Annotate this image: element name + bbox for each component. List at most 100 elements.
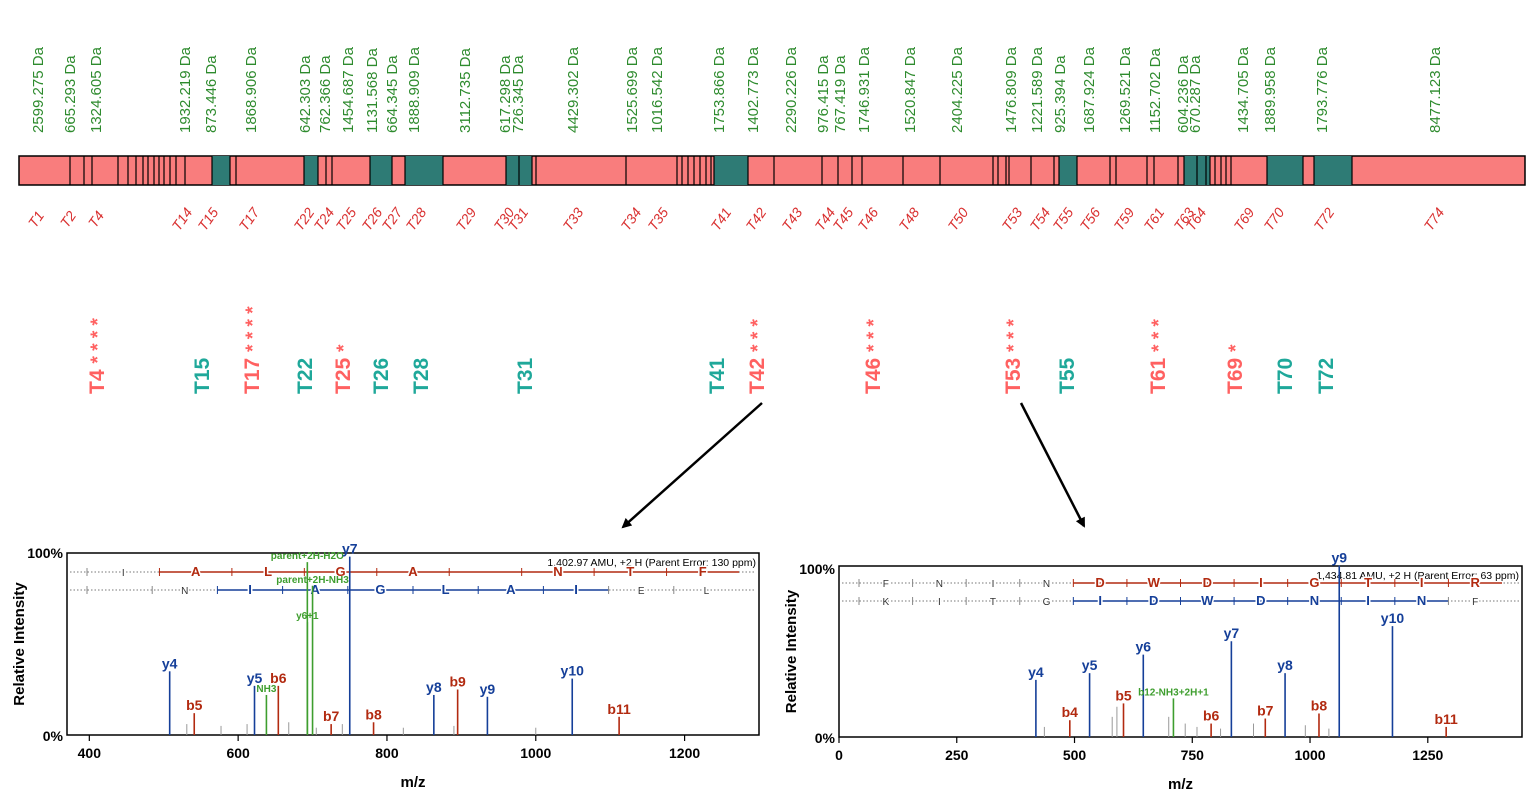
highlighted-peptide-label: T4 * * * *	[86, 317, 109, 394]
peptide-mass-labels: 2599.275 Da 665.293 Da 1324.605 Da 1932.219…	[30, 46, 1444, 133]
highlighted-peptide-label: T25 *	[332, 344, 355, 394]
peak-label: b8	[1311, 697, 1328, 713]
peptide-label: T45	[829, 204, 856, 233]
x-tick-label: 500	[1063, 747, 1087, 763]
x-tick-label: 0	[835, 747, 843, 763]
peptide-label: T17	[235, 204, 263, 234]
sequence-residue: G	[375, 582, 385, 597]
highlighted-peptide-label: T72	[1315, 358, 1338, 394]
peak-label: y10	[561, 663, 585, 679]
highlighted-peptide-id: T15	[191, 357, 214, 394]
sequence-residue: I	[1420, 575, 1424, 590]
peptide-label: T2	[57, 208, 80, 231]
peptide-label: T56	[1076, 204, 1103, 233]
peak-label: b7	[1257, 703, 1274, 719]
arrow-to-right-spectrum	[1019, 402, 1086, 528]
highlighted-peptide-label: T15	[191, 357, 214, 394]
peptide-mass-label: 604.236 Da	[1175, 55, 1192, 133]
peptide-label: T61	[1140, 205, 1167, 234]
peak-label: y4	[162, 655, 178, 671]
highlighted-peptide-id: T22	[294, 358, 317, 394]
x-tick-label: 800	[375, 745, 399, 761]
peak-label: y7	[1224, 625, 1240, 641]
x-tick-label: 1000	[1294, 747, 1325, 763]
highlighted-peptide-label: T53 * * *	[1002, 318, 1025, 394]
significance-stars: *	[1226, 344, 1247, 352]
peptide-mass-label: 642.303 Da	[297, 55, 314, 133]
ms-spectrum-left: 100% 0% Relative Intensity 400 600 800 1000 120…	[11, 541, 760, 791]
peptide-mass-label: 2404.225 Da	[949, 46, 966, 133]
peptide-label: T59	[1110, 204, 1137, 233]
peak-label: parent+2H-H2O	[271, 551, 344, 562]
peptide-mass-label: 1888.909 Da	[406, 46, 423, 133]
peptide-label: T53	[998, 204, 1025, 233]
peak-label: b7	[323, 708, 340, 724]
highlighted-peptide-id: T41	[706, 357, 729, 394]
sequence-residue: A	[506, 582, 516, 597]
peak-label: b8	[365, 706, 382, 722]
sequence-residue: T	[990, 597, 996, 608]
peptide-label: T1	[25, 208, 47, 231]
peptide-mass-label: 1889.958 Da	[1262, 46, 1279, 133]
peak-label: y9	[1331, 550, 1347, 566]
sequence-residue: G	[335, 564, 345, 579]
peptide-label: T29	[452, 204, 479, 233]
peptide-mass-label: 1687.924 Da	[1081, 46, 1098, 133]
peak-label: NH3	[256, 684, 276, 695]
highlighted-peptide-id: T55	[1056, 357, 1079, 394]
sequence-residue: K	[882, 597, 889, 608]
peptide-mass-label: 1434.705 Da	[1235, 46, 1252, 133]
highlighted-peptide-id: T72	[1315, 358, 1338, 394]
significance-stars: * * * *	[88, 317, 109, 363]
peptide-label: T15	[194, 204, 221, 233]
highlighted-peptide-id: T46	[862, 358, 885, 394]
peptide-mass-label: 873.446 Da	[203, 55, 220, 133]
peptide-label: T4	[85, 208, 108, 231]
sequence-residue: N	[1417, 593, 1426, 608]
sequence-residue: G	[1309, 575, 1319, 590]
highlighted-peptide-id: T69	[1224, 358, 1247, 394]
y-axis-top-label: 100%	[799, 561, 835, 577]
highlighted-peptide-label: T31	[514, 357, 537, 394]
peptide-mass-label: 664.345 Da	[384, 55, 401, 133]
sequence-residue: D	[1095, 575, 1104, 590]
x-tick-label: 1000	[520, 745, 551, 761]
peptide-mass-label: 2599.275 Da	[30, 46, 47, 133]
arrow-to-left-spectrum	[621, 402, 763, 529]
highlighted-peptide-label: T61 * * *	[1147, 318, 1170, 394]
highlighted-peptide-id: T26	[370, 358, 393, 394]
sequence-residue: N	[181, 586, 188, 597]
highlighted-peptide-id: T42	[746, 358, 769, 394]
peak-label: b12-NH3+2H+1	[1138, 687, 1209, 698]
y-axis-bottom-label: 0%	[43, 728, 64, 744]
highlighted-peptide-id: T17	[241, 358, 264, 394]
peak-label: y7	[342, 541, 358, 557]
identified-peptide-segment	[304, 156, 318, 185]
peptide-label: T55	[1049, 204, 1076, 233]
peak-label: b6	[1203, 708, 1220, 724]
sequence-residue: T	[1364, 575, 1372, 590]
sequence-residue: D	[1203, 575, 1212, 590]
peak-label: b4	[1062, 704, 1079, 720]
sequence-residue: I	[1098, 593, 1102, 608]
significance-stars: * * *	[1149, 318, 1170, 351]
peak-label: y8	[1277, 657, 1293, 673]
highlighted-peptide-label: T17 * * * *	[241, 306, 264, 394]
identified-peptide-segment	[370, 156, 392, 185]
peptide-label: T41	[707, 205, 734, 234]
highlighted-peptide-label: T69 *	[1224, 344, 1247, 394]
peptide-mass-label: 925.394 Da	[1052, 55, 1069, 133]
peptide-label: T25	[332, 204, 359, 233]
sequence-residue: F	[699, 564, 707, 579]
sequence-residue: I	[574, 582, 578, 597]
x-tick-label: 1250	[1412, 747, 1443, 763]
sequence-residue: I	[938, 597, 941, 608]
peptide-mass-label: 617.298 Da	[497, 55, 514, 133]
peak-label: y10	[1381, 610, 1405, 626]
peak-label: b6	[270, 670, 287, 686]
highlighted-peptide-id: T53	[1002, 358, 1025, 394]
identified-peptide-segment	[714, 156, 748, 185]
significance-stars: * * *	[864, 318, 885, 351]
peak-label: b5	[1115, 687, 1132, 703]
parent-mass-info: 1,402.97 AMU, +2 H (Parent Error: 130 pp…	[547, 557, 756, 569]
